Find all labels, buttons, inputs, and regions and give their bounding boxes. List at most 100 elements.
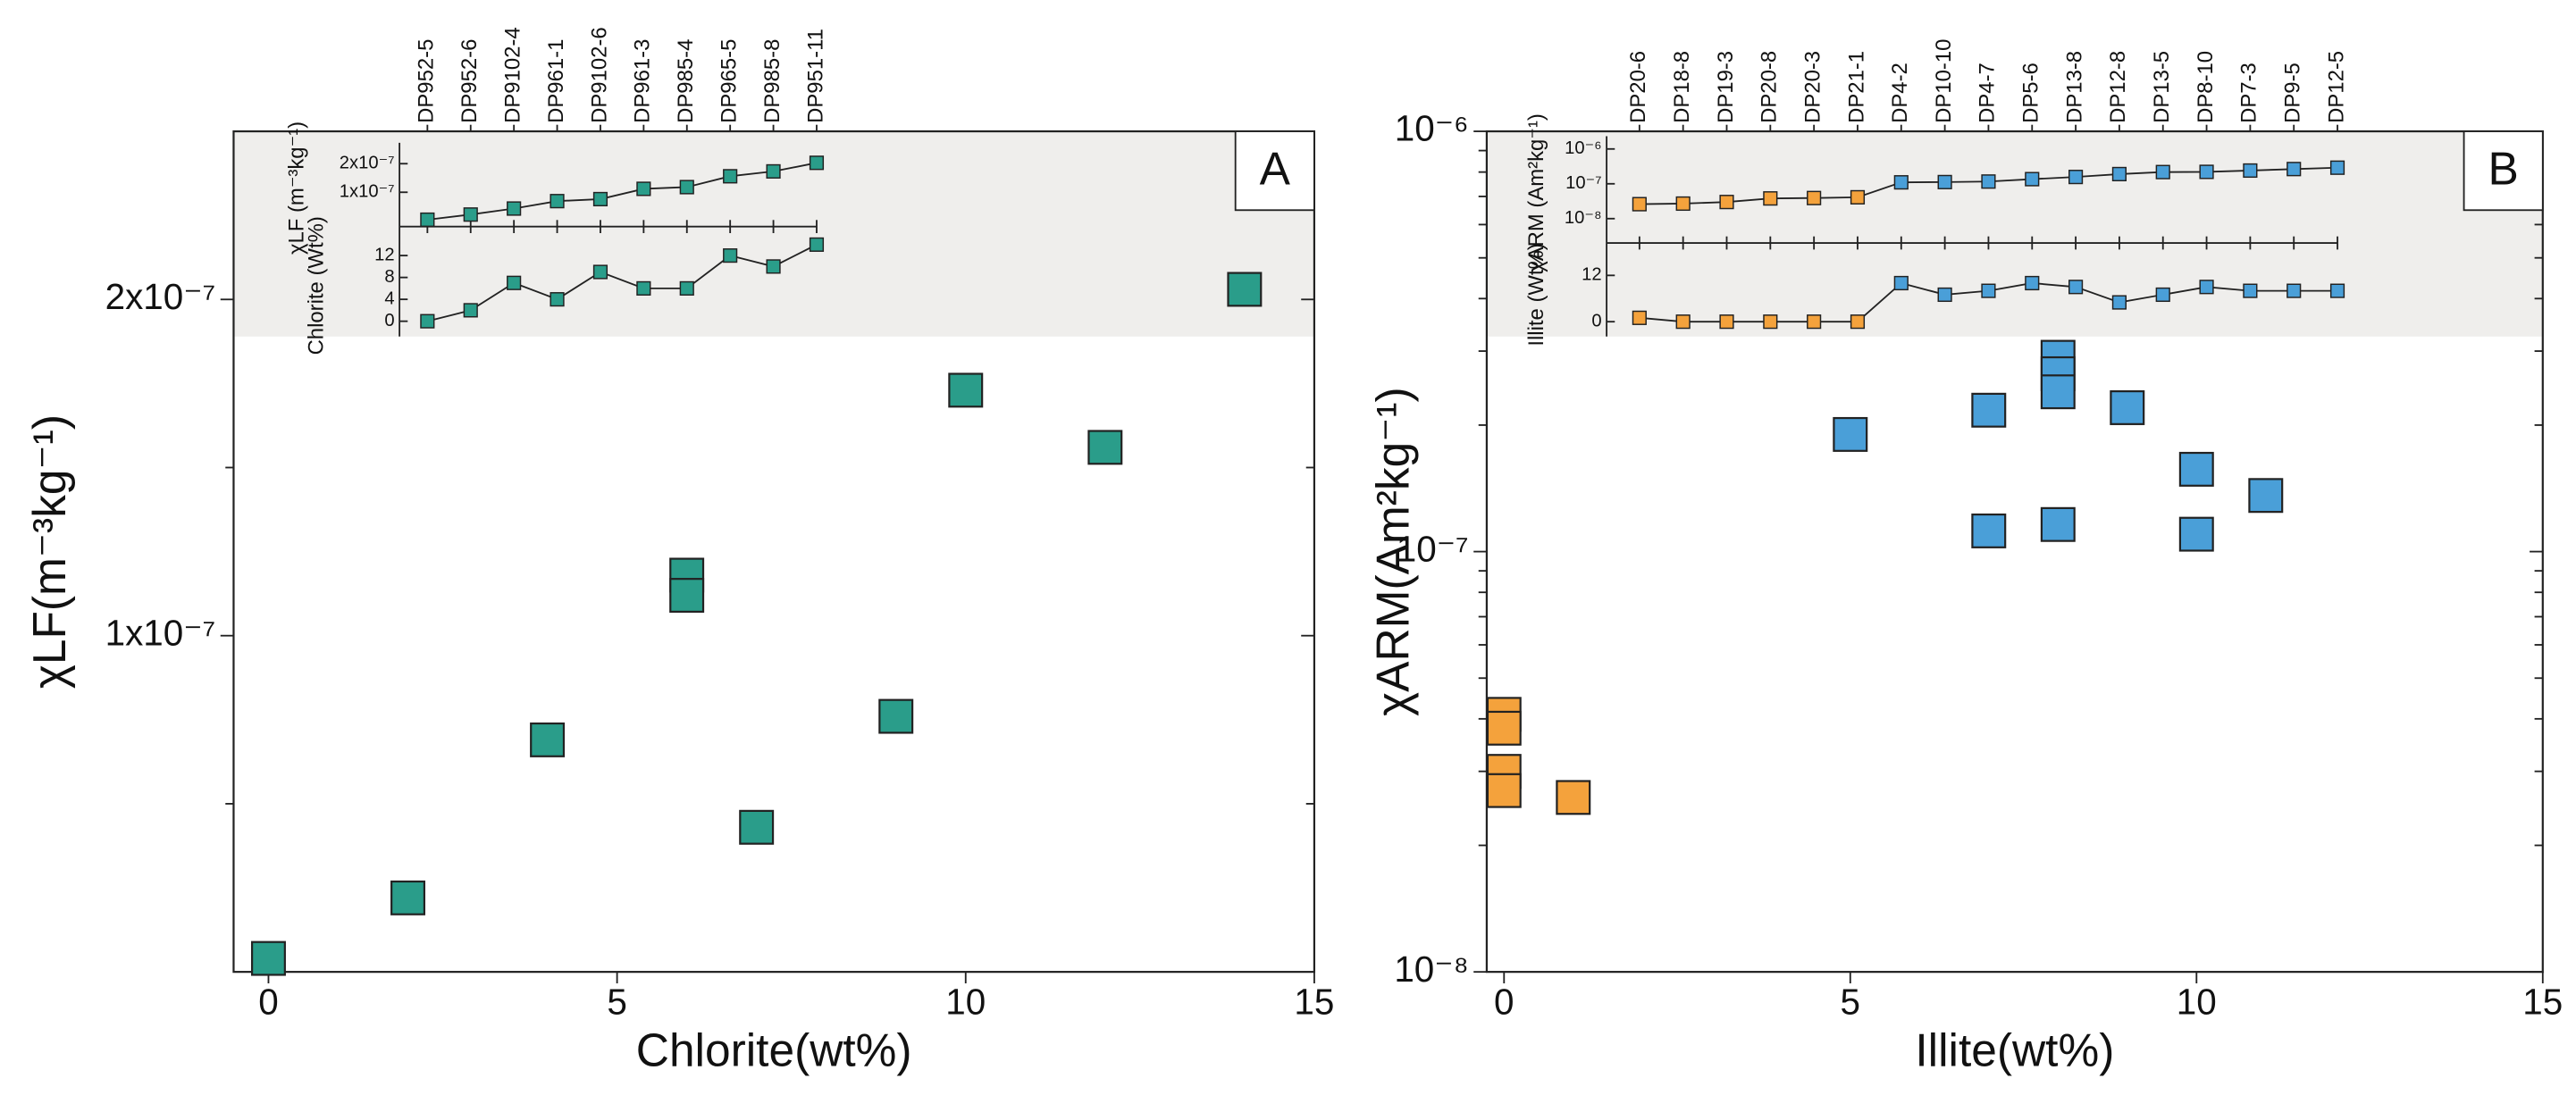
y-tick-label: 2x10⁻⁷ — [105, 276, 216, 317]
sample-label: DP952-6 — [457, 39, 482, 123]
inset-point — [2329, 160, 2345, 175]
inset-point — [1893, 275, 1909, 291]
inset-point — [766, 163, 781, 179]
sample-label: DP21-1 — [1844, 51, 1868, 123]
inset-point — [2199, 280, 2214, 295]
inset-point — [636, 181, 651, 196]
inset-point — [2329, 283, 2345, 298]
sample-label: DP8-10 — [2194, 51, 2218, 123]
inset-point — [1850, 189, 1866, 205]
data-point — [2178, 516, 2214, 552]
sample-label: DP985-4 — [674, 39, 698, 123]
panel-label: B — [2488, 143, 2519, 195]
inset-point — [2155, 164, 2170, 180]
inset-point — [1675, 314, 1691, 330]
inset-point — [1850, 314, 1866, 330]
inset-point — [2068, 170, 2084, 185]
sample-label: DP19-3 — [1714, 51, 1738, 123]
data-point — [530, 722, 566, 757]
inset-point — [507, 201, 522, 216]
sample-label: DP961-1 — [544, 39, 568, 123]
data-point — [1971, 392, 2007, 428]
data-point — [1087, 430, 1123, 465]
sample-label: DP12-8 — [2106, 51, 2130, 123]
inset-axis-title: Illite (Wt%) — [1524, 243, 1548, 346]
y-tick-label: 10⁻⁶ — [1395, 108, 1469, 149]
x-tick-label: 10 — [2177, 982, 2217, 1023]
sample-label: DP4-2 — [1888, 63, 1912, 123]
inset-point — [2025, 171, 2040, 187]
inset-point — [463, 207, 478, 222]
data-point — [250, 940, 286, 976]
sample-label: DP951-11 — [803, 29, 827, 123]
inset-point — [592, 191, 608, 207]
inset-point — [1807, 314, 1822, 330]
data-point — [1971, 513, 2007, 548]
inset-y-tick-label: 12 — [1582, 265, 1601, 285]
inset-point — [1937, 174, 1952, 189]
inset-y-tick-label: 10⁻⁶ — [1565, 138, 1601, 158]
inset-point — [2243, 283, 2258, 298]
x-tick-label: 5 — [607, 982, 626, 1023]
data-point — [2110, 389, 2145, 425]
inset-point — [1807, 190, 1822, 205]
inset-point — [2111, 166, 2127, 181]
sample-label: DP952-5 — [415, 39, 439, 123]
sample-label: DP13-5 — [2150, 51, 2174, 123]
data-point — [1486, 773, 1522, 808]
inset-axis-title: χLF (m⁻³kg⁻¹) — [284, 121, 308, 255]
inset-point — [2155, 287, 2170, 303]
sample-label: DP12-5 — [2324, 51, 2348, 123]
inset-point — [1719, 195, 1734, 210]
inset-point — [1632, 196, 1647, 212]
data-point — [2178, 451, 2214, 487]
data-point — [1227, 272, 1263, 307]
inset-line — [427, 244, 818, 322]
inset-point — [420, 313, 435, 329]
inset-y-tick-label: 8 — [384, 267, 394, 287]
sample-label: DP20-6 — [1626, 51, 1650, 123]
data-point — [948, 372, 984, 408]
sample-label: DP13-8 — [2062, 51, 2086, 123]
inset-point — [2025, 275, 2040, 291]
sample-label: DP20-3 — [1800, 51, 1825, 123]
sample-label: DP965-5 — [717, 39, 741, 123]
x-tick-label: 0 — [258, 982, 278, 1023]
inset-point — [2243, 163, 2258, 179]
inset-point — [507, 275, 522, 290]
inset-point — [723, 248, 738, 263]
inset-point — [2287, 283, 2302, 298]
panel-label-box — [2463, 130, 2544, 212]
inset-point — [766, 259, 781, 274]
inset-point — [809, 237, 825, 252]
inset-point — [1632, 310, 1647, 325]
inset-point — [2111, 295, 2127, 310]
inset-point — [592, 264, 608, 280]
inset-y-tick-label: 10⁻⁸ — [1565, 208, 1602, 228]
inset-point — [1893, 175, 1909, 190]
inset-y-tick-label: 4 — [384, 288, 394, 308]
inset-point — [1763, 191, 1778, 206]
inset-line — [427, 162, 818, 221]
sample-label: DP985-8 — [760, 39, 785, 123]
inset-point — [2199, 164, 2214, 180]
sample-label: DP9-5 — [2281, 63, 2305, 123]
sample-label: DP5-6 — [2019, 63, 2043, 123]
inset-point — [636, 280, 651, 296]
inset-point — [420, 212, 435, 228]
inset-point — [809, 155, 825, 171]
panel-label: A — [1260, 143, 1291, 195]
inset-y-tick-label: 1x10⁻⁷ — [340, 182, 395, 202]
data-point — [2040, 374, 2076, 410]
y-tick-label: 1x10⁻⁷ — [105, 612, 216, 653]
x-tick-label: 10 — [945, 982, 986, 1023]
inset-point — [1981, 174, 1996, 189]
sample-label: DP10-10 — [1932, 39, 1956, 123]
inset-point — [550, 194, 565, 209]
inset-point — [1981, 283, 1996, 298]
inset-axis-title: χARM (Am²kg⁻¹) — [1524, 113, 1548, 272]
data-point — [1833, 416, 1868, 452]
inset-band — [1486, 131, 2543, 337]
